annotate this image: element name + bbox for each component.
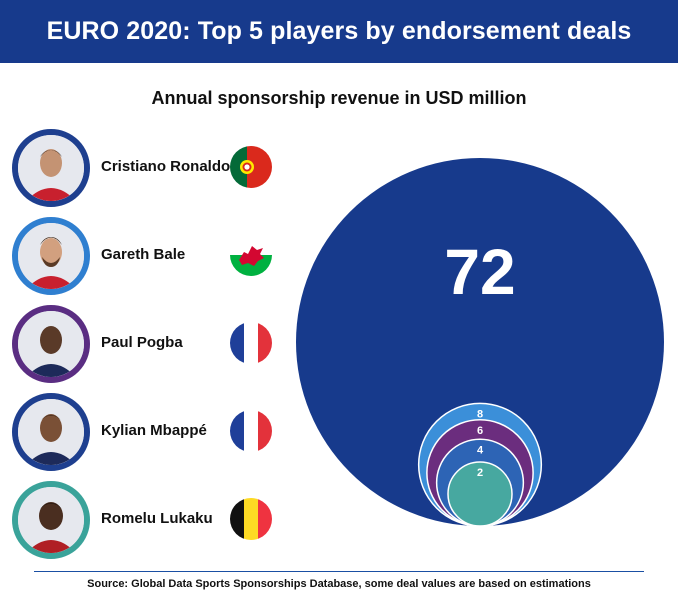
bubble-chart: 72 8 6 4 2 xyxy=(296,158,664,527)
player-row-pogba: Paul Pogba xyxy=(12,305,282,385)
page-title: EURO 2020: Top 5 players by endorsement … xyxy=(46,17,632,45)
bubble-72 xyxy=(296,158,664,526)
avatar xyxy=(12,217,90,295)
avatar xyxy=(12,393,90,471)
avatar xyxy=(12,481,90,559)
bubble-label-4: 4 xyxy=(477,444,484,456)
bubble-label-2: 2 xyxy=(477,467,483,479)
source-note: Source: Global Data Sports Sponsorships … xyxy=(87,578,591,590)
wales-flag-icon xyxy=(230,234,272,276)
belgium-flag-icon xyxy=(230,498,272,540)
header-banner: EURO 2020: Top 5 players by endorsement … xyxy=(0,0,678,63)
player-row-ronaldo: Cristiano Ronaldo xyxy=(12,129,282,209)
player-name: Cristiano Ronaldo xyxy=(101,158,231,175)
portugal-flag-icon xyxy=(230,146,272,188)
chart-subtitle: Annual sponsorship revenue in USD millio… xyxy=(151,88,527,108)
divider xyxy=(34,571,644,572)
player-name: Romelu Lukaku xyxy=(101,510,213,527)
player-name: Paul Pogba xyxy=(101,334,183,351)
player-row-lukaku: Romelu Lukaku xyxy=(12,481,282,561)
player-name: Gareth Bale xyxy=(101,246,186,263)
avatar xyxy=(12,305,90,383)
player-row-bale: Gareth Bale xyxy=(12,217,282,297)
france-flag-icon xyxy=(230,410,272,452)
bubble-label-8: 8 xyxy=(477,408,483,420)
bubble-label-72: 72 xyxy=(444,236,515,308)
player-name: Kylian Mbappé xyxy=(101,422,207,439)
player-row-mbappe: Kylian Mbappé xyxy=(12,393,282,473)
bubble-label-6: 6 xyxy=(477,425,483,437)
bubble-2 xyxy=(447,461,513,527)
france-flag-icon xyxy=(230,322,272,364)
avatar xyxy=(12,129,90,207)
